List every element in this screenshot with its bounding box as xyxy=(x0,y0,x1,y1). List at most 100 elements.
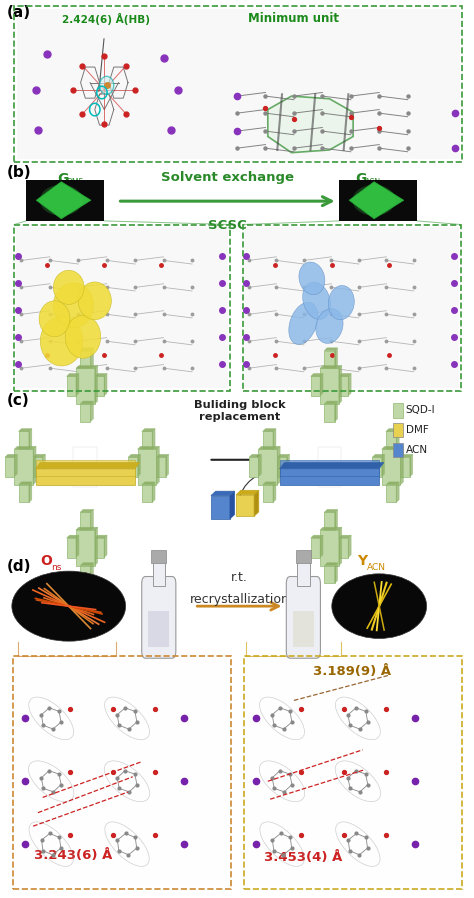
Polygon shape xyxy=(18,428,32,431)
Bar xyxy=(211,496,230,519)
Ellipse shape xyxy=(78,282,111,320)
Polygon shape xyxy=(339,374,351,376)
Bar xyxy=(80,566,91,584)
Polygon shape xyxy=(152,428,155,449)
Bar xyxy=(95,376,104,396)
Text: Minimum unit: Minimum unit xyxy=(248,12,339,24)
Polygon shape xyxy=(339,365,342,404)
Bar xyxy=(393,423,403,437)
Bar xyxy=(310,376,320,396)
Polygon shape xyxy=(66,535,79,538)
Ellipse shape xyxy=(353,185,396,216)
Text: 3.189(9) Å: 3.189(9) Å xyxy=(313,665,391,678)
Bar xyxy=(244,227,459,388)
Polygon shape xyxy=(335,348,337,368)
Ellipse shape xyxy=(100,76,114,94)
Ellipse shape xyxy=(332,574,427,638)
Polygon shape xyxy=(80,509,93,512)
Bar xyxy=(324,350,335,368)
Polygon shape xyxy=(29,428,32,449)
Bar xyxy=(156,457,166,477)
Ellipse shape xyxy=(303,282,330,320)
Text: Solvent exchange: Solvent exchange xyxy=(161,172,294,184)
Polygon shape xyxy=(166,454,169,477)
Polygon shape xyxy=(280,462,384,469)
Polygon shape xyxy=(76,365,98,368)
Bar xyxy=(297,561,310,586)
Ellipse shape xyxy=(65,315,100,358)
Polygon shape xyxy=(396,428,399,449)
Polygon shape xyxy=(95,374,107,376)
Bar xyxy=(258,449,277,485)
Bar xyxy=(320,530,339,566)
Bar xyxy=(293,611,314,647)
Polygon shape xyxy=(76,527,98,530)
Bar xyxy=(36,460,135,476)
Polygon shape xyxy=(268,96,353,153)
Bar xyxy=(386,485,396,503)
Polygon shape xyxy=(382,454,384,477)
Bar xyxy=(80,512,91,530)
Polygon shape xyxy=(128,454,140,457)
Text: recrystallization: recrystallization xyxy=(190,593,289,605)
Bar xyxy=(339,376,348,396)
Ellipse shape xyxy=(12,571,126,641)
Text: SQD-I: SQD-I xyxy=(406,405,435,416)
Bar xyxy=(153,561,165,586)
Polygon shape xyxy=(335,509,337,530)
Polygon shape xyxy=(43,454,46,477)
Polygon shape xyxy=(348,374,351,396)
Polygon shape xyxy=(273,428,276,449)
Polygon shape xyxy=(310,535,323,538)
Polygon shape xyxy=(137,446,159,449)
Text: r.t.: r.t. xyxy=(231,571,248,584)
Polygon shape xyxy=(263,428,276,431)
Polygon shape xyxy=(95,527,98,566)
Ellipse shape xyxy=(40,317,83,366)
Bar xyxy=(95,538,104,558)
Ellipse shape xyxy=(316,309,343,343)
Bar xyxy=(151,550,166,563)
Polygon shape xyxy=(320,535,323,558)
Polygon shape xyxy=(249,454,261,457)
Ellipse shape xyxy=(53,283,94,328)
Polygon shape xyxy=(91,509,93,530)
Polygon shape xyxy=(382,446,403,449)
Polygon shape xyxy=(14,454,17,477)
Polygon shape xyxy=(156,446,159,485)
Polygon shape xyxy=(277,454,290,457)
Bar xyxy=(13,656,231,889)
Bar xyxy=(318,447,341,487)
Polygon shape xyxy=(335,563,337,584)
Polygon shape xyxy=(372,454,384,457)
Polygon shape xyxy=(386,482,399,485)
Polygon shape xyxy=(80,401,93,404)
Bar xyxy=(324,404,335,422)
Text: ACN: ACN xyxy=(365,178,381,187)
Text: G: G xyxy=(57,172,68,187)
Text: (b): (b) xyxy=(7,165,32,180)
Polygon shape xyxy=(211,491,235,496)
Polygon shape xyxy=(156,454,169,457)
Ellipse shape xyxy=(328,286,354,320)
Bar xyxy=(66,376,76,396)
Polygon shape xyxy=(142,482,155,485)
Ellipse shape xyxy=(40,185,83,216)
Bar xyxy=(17,9,460,159)
Bar xyxy=(324,512,335,530)
Polygon shape xyxy=(273,482,276,503)
Polygon shape xyxy=(258,446,280,449)
Polygon shape xyxy=(254,490,259,516)
Bar xyxy=(339,538,348,558)
Bar xyxy=(128,457,137,477)
Polygon shape xyxy=(152,482,155,503)
Bar xyxy=(142,485,152,503)
Bar xyxy=(296,550,311,563)
Bar xyxy=(142,431,152,449)
Bar xyxy=(5,457,14,477)
Polygon shape xyxy=(277,446,280,485)
Bar xyxy=(15,658,230,886)
Polygon shape xyxy=(410,454,413,477)
Polygon shape xyxy=(349,181,404,219)
Polygon shape xyxy=(76,374,79,396)
